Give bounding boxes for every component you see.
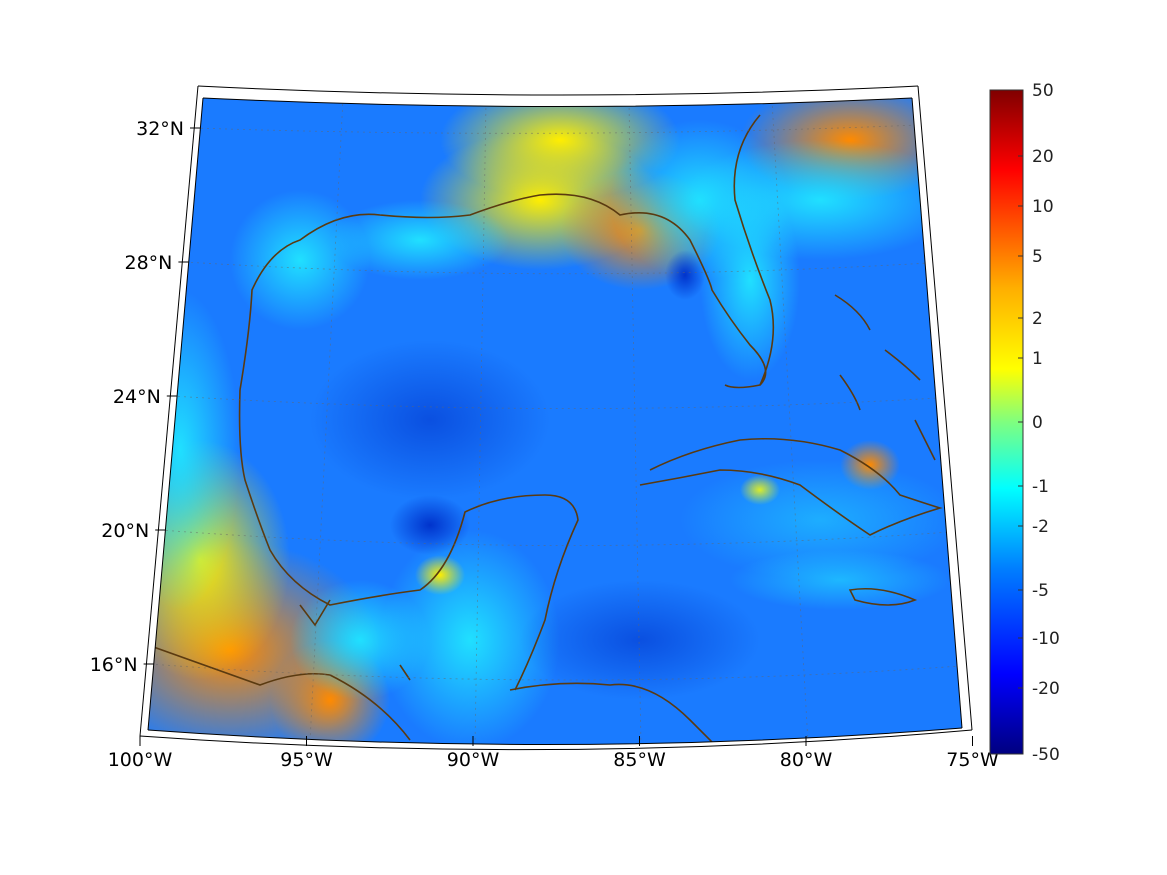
graticule [149,98,961,745]
colorbar-tick-label: -20 [1032,679,1060,699]
lat-tick-label: 20°N [101,520,149,542]
colorbar-tick-label: 5 [1032,247,1043,267]
map-frame [139,85,973,751]
colorbar-tick-label: 20 [1032,147,1054,167]
coastlines [148,114,943,745]
colorbar-tick-label: -2 [1032,517,1049,537]
colorbar-tick-label: -10 [1032,629,1060,649]
longitude-labels: 100°W 95°W 90°W 85°W 80°W 75°W [108,736,999,771]
lon-tick-label: 100°W [108,749,173,771]
colorbar-tick-label: 50 [1032,81,1054,101]
lon-tick-label: 75°W [946,749,999,771]
colorbar-tick-label: 2 [1032,309,1043,329]
lat-tick-label: 16°N [90,654,138,676]
lon-tick-label: 85°W [613,749,666,771]
colorbar-tick-label: 1 [1032,349,1043,369]
lon-tick-label: 90°W [447,749,500,771]
colorbar-tick-label: -5 [1032,581,1049,601]
lon-tick-label: 95°W [280,749,333,771]
colorbar-tick-label: 0 [1032,413,1043,433]
scalar-field [148,98,962,745]
lat-tick-label: 28°N [125,252,173,274]
lat-tick-label: 24°N [113,386,161,408]
latitude-labels: 32°N 28°N 24°N 20°N 16°N [90,118,200,676]
colorbar-tick-label: -50 [1032,745,1060,765]
colorbar-tick-label: 10 [1032,197,1054,217]
colorbar-gradient [989,89,1024,755]
lat-tick-label: 32°N [136,118,184,140]
colorbar-tick-label: -1 [1032,477,1049,497]
lon-tick-label: 80°W [780,749,833,771]
